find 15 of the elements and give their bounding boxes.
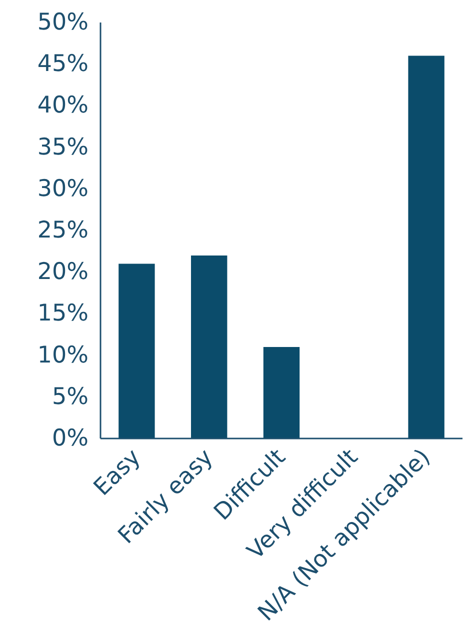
y-tick-label: 20% (37, 259, 89, 286)
y-tick-label: 0% (52, 426, 89, 452)
y-tick-label: 35% (37, 134, 89, 160)
y-tick-label: 15% (37, 300, 89, 327)
y-tick-label: 30% (37, 176, 89, 202)
y-tick-label: 50% (37, 10, 89, 36)
bar (408, 56, 444, 438)
bar (191, 255, 228, 438)
y-tick-label: 40% (37, 92, 89, 119)
y-tick-label: 5% (52, 384, 89, 410)
y-tick-label: 45% (37, 51, 89, 78)
bar (263, 346, 300, 438)
y-tick-label: 10% (37, 342, 89, 368)
y-tick-label: 25% (37, 218, 89, 244)
bar (118, 264, 155, 438)
